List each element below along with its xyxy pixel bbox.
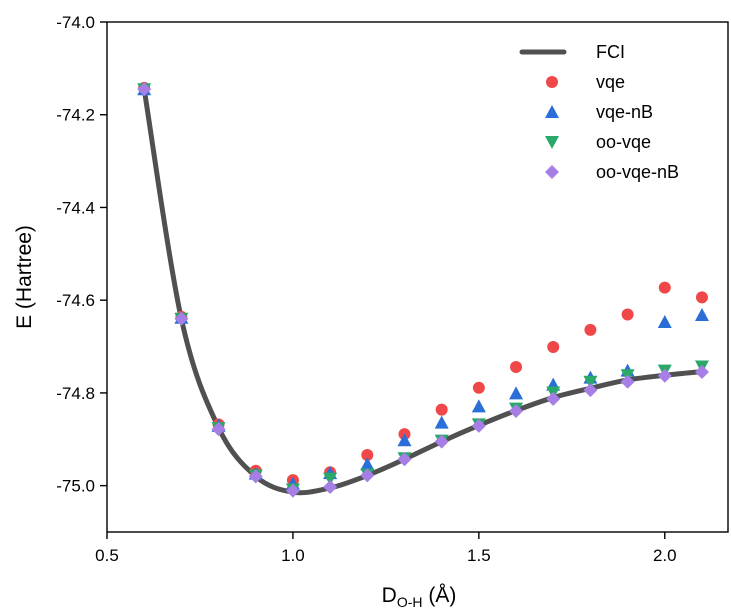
oo-vqe-nB-point — [360, 468, 375, 483]
y-axis-title: E (Hartree) — [13, 225, 36, 329]
oo-vqe-nB-point — [137, 82, 152, 97]
vqe-nB-point — [434, 415, 449, 429]
marker-series — [137, 81, 709, 498]
oo-vqe-nB-point — [657, 368, 672, 383]
y-tick-label: -75.0 — [56, 477, 95, 496]
plot-frame — [106, 21, 729, 533]
oo-vqe-nB-point — [583, 383, 598, 398]
vqe-point — [584, 323, 597, 336]
vqe-nB-point — [509, 386, 524, 400]
oo-vqe-nB-point — [471, 418, 486, 433]
x-axis-title-sub: O-H — [397, 594, 423, 610]
legend-swatch-oo-vqe — [545, 136, 559, 149]
legend-label-oo-vqe-nB: oo-vqe-nB — [596, 162, 679, 182]
y-tick-label: -74.4 — [56, 198, 95, 217]
oo-vqe-point — [323, 472, 338, 486]
x-tick-label: 1.0 — [281, 546, 305, 565]
oo-vqe-nB-point — [323, 480, 338, 495]
legend-label-FCI: FCI — [596, 42, 625, 62]
oo-vqe-nB-point — [248, 469, 263, 484]
x-axis-title-main: D — [382, 584, 397, 607]
oo-vqe-nB-point — [620, 374, 635, 389]
legend: FCI vqe vqe-nB oo-vqe oo-vqe-nB — [519, 42, 679, 182]
vqe-nB-point — [657, 314, 672, 328]
vqe-point — [472, 381, 485, 394]
legend-swatch-vqe-nB — [545, 105, 559, 118]
vqe-nB-point — [397, 433, 412, 447]
legend-label-vqe-nB: vqe-nB — [596, 102, 653, 122]
oo-vqe-nB-point — [546, 391, 561, 406]
x-axis-ticks: 0.5 1.0 1.5 2.0 — [95, 532, 677, 565]
vqe-point — [361, 449, 374, 462]
oo-vqe-nB-point — [397, 452, 412, 467]
x-axis-title-unit: (Å) — [423, 584, 457, 607]
oo-vqe-nB-point — [174, 311, 189, 326]
x-axis-title: DO-H (Å) — [382, 584, 457, 610]
y-tick-label: -74.8 — [56, 384, 95, 403]
vqe-nB-point — [694, 308, 709, 322]
oo-vqe-nB-point — [211, 422, 226, 437]
vqe-point — [547, 341, 560, 354]
legend-swatch-vqe — [546, 76, 558, 88]
vqe-point — [621, 308, 634, 321]
oo-vqe-nB-point — [434, 434, 449, 449]
legend-label-oo-vqe: oo-vqe — [596, 132, 651, 152]
legend-label-vqe: vqe — [596, 72, 625, 92]
vqe-point — [695, 291, 708, 304]
x-tick-label: 2.0 — [653, 546, 677, 565]
vqe-nB-point — [360, 457, 375, 471]
y-axis-ticks: -74.0 -74.2 -74.4 -74.6 -74.8 -75.0 — [56, 13, 107, 496]
oo-vqe-nB-point — [509, 403, 524, 418]
y-tick-label: -74.6 — [56, 291, 95, 310]
oo-vqe-point — [583, 375, 598, 389]
x-tick-label: 0.5 — [95, 546, 119, 565]
vqe-point — [510, 360, 523, 373]
series-oo-vqe-nB — [137, 82, 709, 498]
vqe-point — [435, 403, 448, 416]
vqe-nB-point — [471, 399, 486, 413]
legend-swatch-oo-vqe-nB — [545, 165, 559, 179]
oo-vqe-nB-point — [694, 365, 709, 380]
x-tick-label: 1.5 — [467, 546, 491, 565]
oo-vqe-nB-point — [285, 483, 300, 498]
y-tick-label: -74.2 — [56, 106, 95, 125]
y-tick-label: -74.0 — [56, 13, 95, 32]
vqe-point — [658, 281, 671, 294]
